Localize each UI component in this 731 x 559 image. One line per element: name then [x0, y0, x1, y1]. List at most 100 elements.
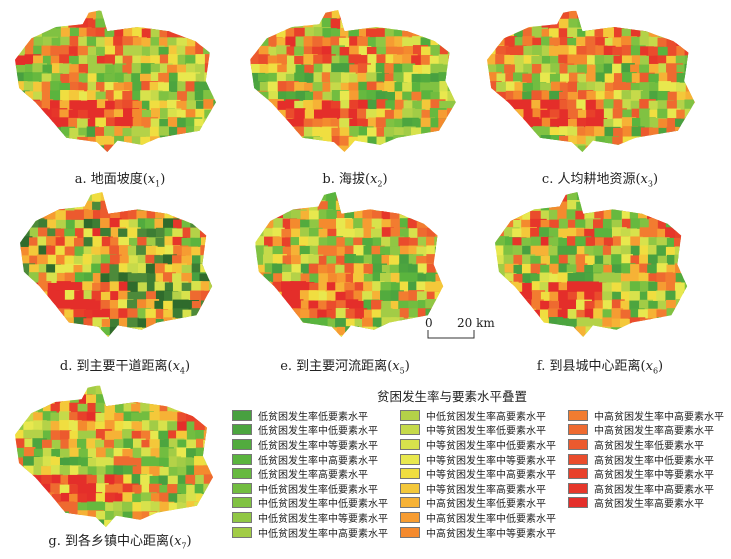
map-unit	[366, 28, 378, 42]
map-unit	[20, 246, 33, 262]
map-unit	[41, 99, 54, 112]
map-unit	[684, 55, 695, 72]
map-unit	[92, 236, 109, 248]
map-unit	[548, 227, 561, 244]
map-unit	[457, 109, 460, 124]
map-unit	[330, 100, 346, 113]
legend-label: 低贫困发生率中等要素水平	[258, 440, 378, 452]
legend-item: 高贫困发生率低要素水平	[568, 437, 724, 452]
map-unit	[566, 264, 579, 280]
map-unit	[421, 10, 437, 24]
map-unit	[408, 300, 421, 312]
map-unit	[390, 272, 403, 289]
map-unit	[438, 136, 452, 151]
map-unit	[213, 10, 216, 26]
map-unit	[150, 448, 164, 460]
map-unit	[203, 519, 213, 527]
map-unit	[194, 28, 211, 44]
map-unit	[540, 236, 554, 249]
caption-sub: 3	[647, 179, 653, 189]
map-unit	[158, 393, 171, 407]
map-unit	[168, 54, 180, 68]
map-unit	[577, 109, 593, 122]
map-unit	[530, 335, 545, 337]
map-unit	[96, 46, 110, 59]
map-unit	[159, 466, 174, 479]
map-unit	[430, 144, 446, 152]
map-unit	[181, 201, 195, 216]
map-unit	[339, 46, 352, 62]
map-unit	[276, 45, 291, 57]
map-unit	[92, 201, 104, 217]
map-unit	[37, 254, 49, 270]
map-unit	[212, 493, 213, 509]
map-unit	[141, 10, 157, 22]
map-unit	[145, 327, 159, 337]
legend-swatch	[400, 409, 420, 421]
map-unit	[354, 192, 372, 208]
map-unit	[47, 254, 60, 266]
map-unit	[308, 335, 322, 337]
map-unit	[693, 118, 695, 132]
map-unit	[137, 273, 150, 286]
map-unit	[33, 55, 45, 70]
map-unit	[322, 117, 337, 130]
map-unit	[684, 318, 688, 333]
map-unit	[177, 136, 192, 149]
map-unit	[159, 511, 176, 527]
map-unit	[24, 118, 39, 133]
map-unit	[389, 309, 406, 321]
map-unit	[50, 385, 63, 398]
map-unit	[119, 219, 132, 234]
map-unit	[24, 519, 38, 527]
map-unit	[123, 45, 135, 61]
map-unit	[28, 237, 41, 250]
map-unit	[348, 82, 360, 98]
map-unit	[304, 73, 320, 85]
map-unit	[447, 46, 456, 61]
map-unit	[549, 144, 562, 152]
legend-item: 中低贫困发生率高要素水平	[400, 408, 556, 423]
map-unit	[585, 145, 599, 152]
map-unit	[295, 145, 308, 152]
map-unit	[666, 136, 682, 150]
map-unit	[132, 502, 145, 515]
map-unit	[199, 326, 213, 337]
map-unit	[622, 144, 634, 152]
map-unit	[77, 109, 90, 122]
map-unit	[540, 245, 552, 262]
map-unit	[684, 308, 688, 323]
caption-var: x	[370, 172, 378, 187]
map-unit	[213, 135, 216, 152]
map-unit	[504, 10, 522, 26]
map-unit	[576, 309, 589, 322]
map-unit	[384, 10, 400, 25]
map-unit	[167, 117, 182, 129]
legend-item: 高贫困发生率高要素水平	[568, 496, 724, 510]
map-unit	[154, 300, 167, 313]
map-unit	[50, 430, 62, 447]
caption-sub: 2	[377, 179, 383, 189]
map-unit	[603, 237, 616, 249]
map-unit	[104, 519, 119, 527]
map-unit	[344, 254, 356, 270]
map-unit	[154, 281, 170, 293]
map-unit	[585, 192, 601, 208]
map-unit	[639, 201, 655, 216]
map-unit	[145, 245, 158, 258]
map-unit	[367, 117, 381, 130]
map-unit	[593, 219, 608, 231]
map-unit	[593, 192, 608, 207]
map-unit	[15, 118, 33, 130]
map-unit	[42, 109, 54, 122]
map-unit	[303, 118, 318, 131]
map-unit	[177, 412, 192, 424]
legend-item: 低贫困发生率高要素水平	[232, 466, 388, 481]
map-unit	[59, 402, 71, 419]
map-unit	[168, 385, 186, 400]
map-unit	[194, 18, 210, 33]
map-unit	[522, 144, 538, 152]
map-unit	[584, 264, 597, 279]
map-unit	[513, 254, 525, 267]
map-unit	[426, 245, 439, 259]
